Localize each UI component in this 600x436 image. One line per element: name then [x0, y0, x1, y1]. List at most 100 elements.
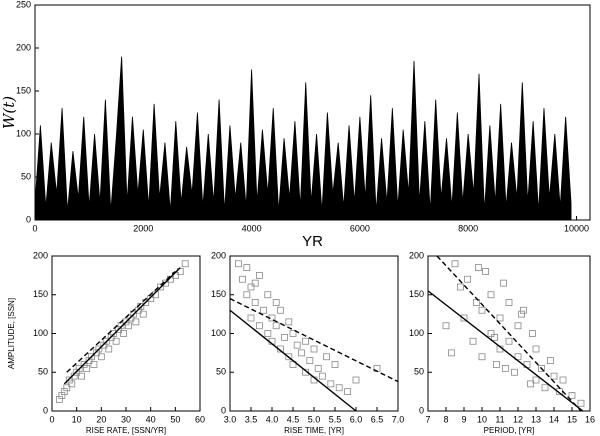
point — [547, 357, 554, 365]
x-tick-label: 20 — [96, 414, 106, 424]
point — [105, 345, 113, 353]
point — [56, 395, 63, 403]
y-tick-label: 50 — [216, 367, 226, 377]
x-tick-label: 4.0 — [266, 414, 279, 424]
point — [75, 364, 83, 372]
point — [487, 291, 495, 299]
point — [559, 376, 567, 384]
x-tick-label: 9 — [461, 414, 466, 424]
plot-area — [34, 56, 572, 221]
y-tick-label: 0 — [221, 405, 226, 415]
point — [289, 330, 297, 337]
y-tick-label: 200 — [211, 250, 226, 260]
point — [243, 264, 251, 272]
y-tick-label: 150 — [409, 289, 424, 299]
y-tick-label: 100 — [211, 328, 226, 338]
x-tick-label: 4000 — [242, 223, 262, 233]
point — [107, 333, 115, 341]
point — [314, 364, 322, 372]
point — [331, 361, 339, 368]
point — [73, 368, 81, 376]
point — [474, 264, 482, 272]
point — [276, 306, 284, 314]
point — [318, 372, 326, 380]
point — [302, 337, 310, 345]
y-axis-label: AMPLITUDE, [SSN] — [7, 298, 16, 369]
point — [234, 260, 242, 268]
x-tick-label: 3.5 — [245, 414, 258, 424]
x-tick-label: 8 — [443, 414, 448, 424]
y-tick-label: 50 — [21, 171, 31, 181]
point — [442, 322, 450, 330]
y-tick-label: 200 — [409, 250, 424, 260]
y-tick-label: 100 — [409, 328, 424, 338]
point — [323, 353, 331, 361]
point — [88, 353, 95, 361]
point — [532, 345, 540, 353]
axes-frame — [229, 255, 399, 412]
point — [550, 372, 558, 380]
point — [469, 337, 477, 345]
point — [272, 322, 280, 330]
point — [487, 330, 495, 337]
point — [460, 314, 468, 322]
y-tick-label: 200 — [33, 250, 48, 260]
point — [505, 337, 513, 345]
point — [247, 314, 255, 322]
y-tick-label: 100 — [33, 328, 48, 338]
fit-line — [427, 290, 584, 412]
point — [80, 361, 88, 368]
point — [527, 380, 534, 388]
point — [518, 310, 525, 318]
x-axis-label: RISE TIME, [YR] — [284, 426, 344, 435]
point — [297, 349, 305, 357]
x-tick-label: 40 — [146, 414, 156, 424]
y-tick-label: 0 — [43, 405, 48, 415]
x-tick-label: 6.0 — [350, 414, 363, 424]
x-axis-label: PERIOD, [YR] — [484, 426, 535, 435]
x-tick-label: 7 — [425, 414, 430, 424]
point — [478, 353, 486, 361]
point — [127, 314, 135, 322]
fit-line — [63, 267, 181, 385]
point — [281, 333, 289, 341]
x-tick-label: 10000 — [564, 223, 589, 233]
point — [60, 388, 68, 396]
point — [529, 330, 536, 337]
point — [327, 380, 335, 388]
point — [58, 392, 66, 399]
y-tick-label: 50 — [38, 367, 48, 377]
x-tick-label: 10 — [72, 414, 82, 424]
x-tick-label: 30 — [121, 414, 131, 424]
point — [482, 268, 490, 275]
y-tick-label: 150 — [211, 289, 226, 299]
point — [100, 341, 108, 349]
x-tick-label: 14 — [549, 414, 559, 424]
fit-line — [66, 270, 176, 373]
point — [501, 364, 509, 372]
point — [447, 349, 455, 357]
point — [532, 376, 540, 384]
point — [85, 357, 93, 365]
point — [510, 368, 518, 376]
point — [147, 295, 155, 303]
point — [97, 353, 105, 361]
fit-line — [436, 255, 582, 412]
point — [500, 279, 508, 287]
point — [505, 299, 513, 306]
point — [120, 330, 127, 337]
point — [520, 306, 527, 314]
point — [239, 275, 247, 283]
point — [577, 399, 585, 407]
point — [255, 322, 263, 330]
x-tick-label: 5.5 — [329, 414, 342, 424]
point — [568, 392, 576, 399]
point — [251, 279, 259, 287]
point — [491, 333, 499, 341]
x-tick-label: 6000 — [350, 223, 370, 233]
point — [132, 318, 140, 326]
x-tick-label: 2000 — [133, 223, 153, 233]
point — [65, 376, 73, 384]
point — [264, 291, 272, 299]
